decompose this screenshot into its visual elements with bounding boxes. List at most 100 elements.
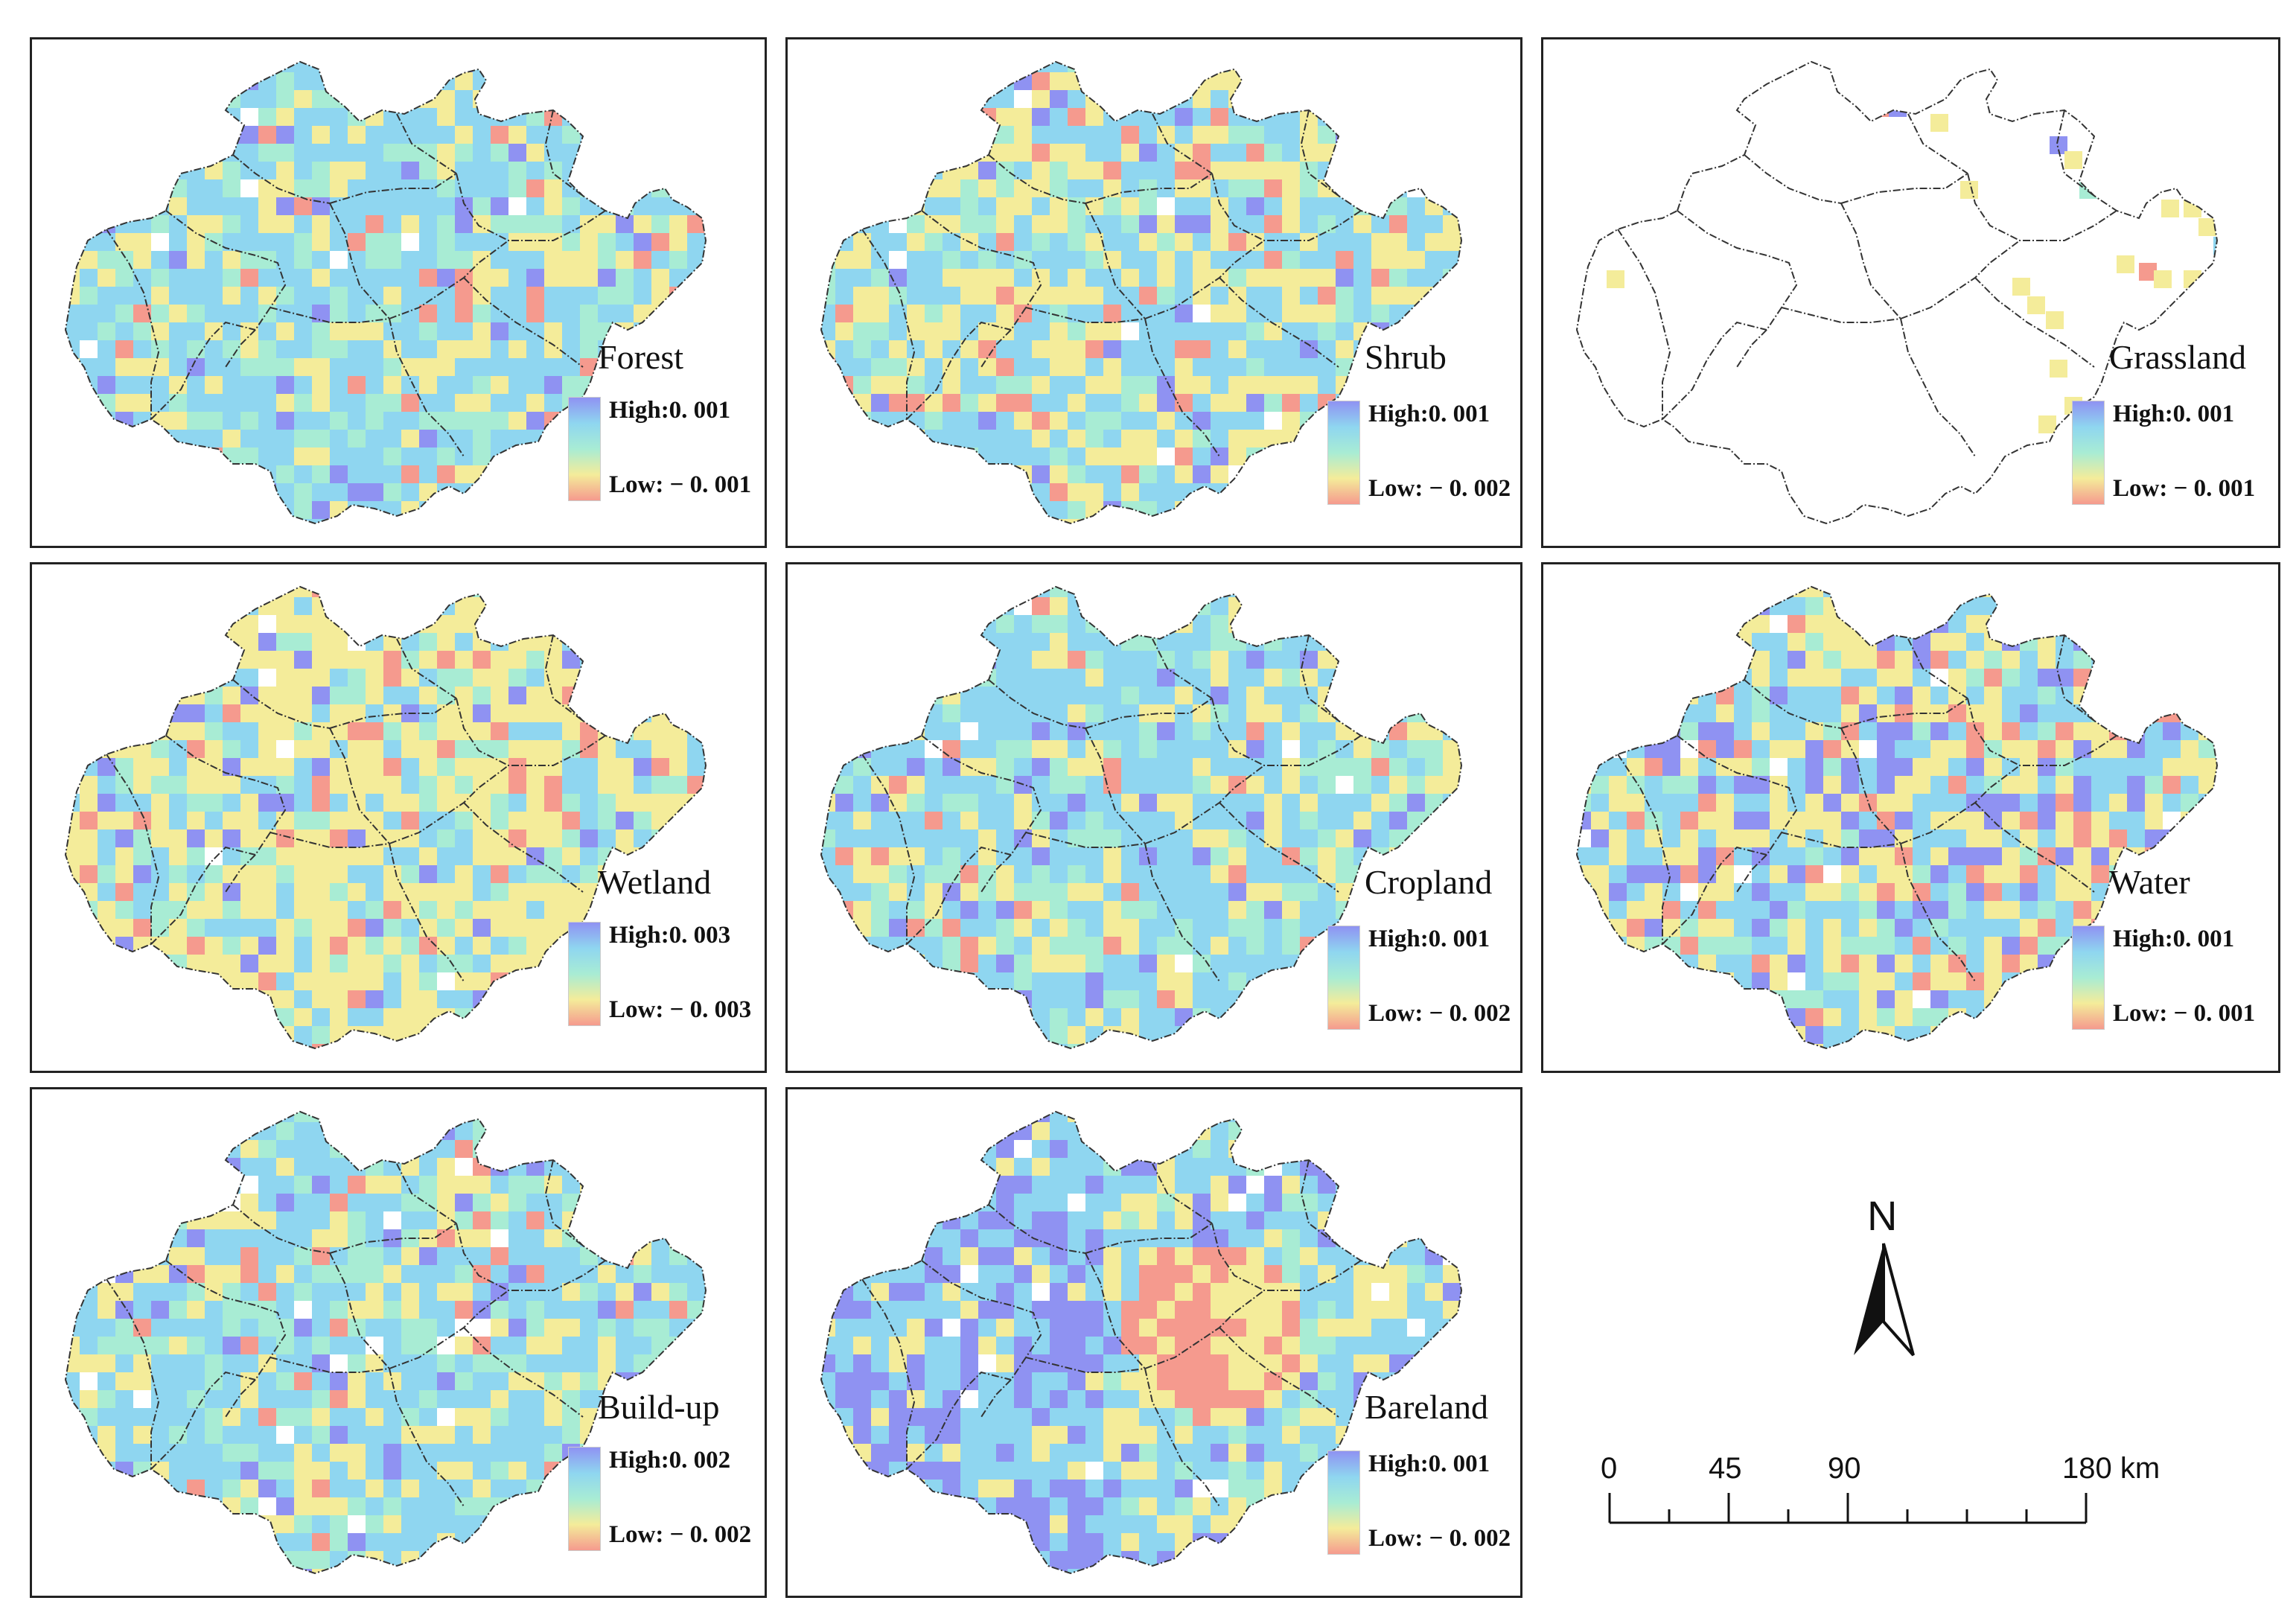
grid-cell (419, 687, 437, 704)
grid-cell (115, 704, 133, 722)
grid-cell (705, 305, 706, 322)
grid-cell (562, 340, 580, 358)
grid-cell (705, 597, 706, 615)
grid-cell (1895, 597, 1913, 615)
grid-cell (960, 108, 978, 126)
grid-cell (1859, 687, 1877, 704)
grid-cell (169, 651, 187, 669)
grid-cell (821, 90, 835, 108)
grid-cell (1264, 144, 1282, 162)
grid-cell (1193, 215, 1211, 233)
grid-cell (562, 587, 580, 597)
grid-cell (889, 972, 907, 990)
grid-cell (401, 108, 419, 126)
grid-cell (821, 126, 835, 144)
grid-cell (2109, 669, 2127, 687)
grid-cell (491, 587, 508, 597)
grid-cell (1085, 633, 1103, 651)
grid-cell (1752, 847, 1770, 865)
grid-cell (651, 269, 669, 287)
grid-cell (1246, 865, 1264, 883)
grid-cell (1085, 537, 1103, 550)
grid-cell (616, 197, 634, 215)
grid-cell (871, 597, 889, 615)
grid-cell (2091, 587, 2109, 597)
grid-cell (508, 179, 526, 197)
grid-cell (1389, 776, 1407, 794)
grid-cell (1805, 704, 1823, 722)
district-boundary (225, 307, 271, 368)
grid-cell (1085, 865, 1103, 883)
grid-cell (223, 197, 240, 215)
grid-cell (853, 865, 871, 883)
grid-cell (1211, 108, 1228, 126)
grid-cell (1228, 1008, 1246, 1026)
grid-cell (835, 483, 853, 501)
grid-cell (1085, 62, 1103, 72)
grid-cell (1264, 669, 1282, 687)
grid-cell (348, 376, 366, 394)
grid-cell (491, 144, 508, 162)
grid-cell (871, 448, 889, 465)
grid-cell (705, 776, 706, 794)
grid-cell (205, 865, 223, 883)
grid-cell (1103, 1044, 1121, 1048)
grid-cell (925, 162, 943, 179)
grid-cell (1121, 615, 1139, 633)
grid-cell (2091, 812, 2109, 829)
grid-cell (1085, 651, 1103, 669)
grid-cell (821, 144, 835, 162)
grid-cell (312, 847, 330, 865)
grid-cell (80, 597, 98, 615)
grid-cell (223, 937, 240, 955)
grid-cell (705, 587, 706, 597)
grid-cell (1139, 90, 1157, 108)
grid-cell (821, 269, 835, 287)
grid-cell (960, 704, 978, 722)
grid-cell (169, 144, 187, 162)
grid-cell (1085, 108, 1103, 126)
grid-cell (925, 412, 943, 430)
grid-cell (2002, 794, 2020, 812)
grid-cell (1966, 758, 1984, 776)
grid-cell (835, 883, 853, 901)
grid-cell (1193, 669, 1211, 687)
grid-cell (669, 448, 687, 465)
grid-cell (669, 537, 687, 550)
grid-cell (151, 340, 169, 358)
grid-cell (634, 72, 651, 90)
grid-cell (312, 829, 330, 847)
grid-cell (1788, 812, 1805, 829)
grid-cell (1264, 740, 1282, 758)
grid-cell (943, 394, 960, 412)
grid-cell (115, 955, 133, 972)
grid-cell (1211, 633, 1228, 651)
grid-cell (223, 358, 240, 376)
grid-cell (1353, 615, 1371, 633)
grid-cell (1085, 687, 1103, 704)
grid-cell (1841, 722, 1859, 740)
grid-cell (383, 901, 401, 919)
grid-cell (1282, 937, 1300, 955)
grid-cell (1734, 919, 1752, 937)
grid-cell (705, 1062, 723, 1075)
grid-cell (1103, 501, 1121, 519)
grid-cell (526, 758, 544, 776)
grid-cell (821, 1026, 835, 1044)
grid-cell (544, 1008, 562, 1026)
grid-cell (1645, 776, 1662, 794)
grid-cell (705, 812, 706, 829)
grid-cell (1032, 162, 1050, 179)
grid-cell (348, 794, 366, 812)
grid-cell (2145, 794, 2163, 812)
grid-cell (1157, 519, 1175, 523)
grid-cell (1228, 1044, 1246, 1048)
grid-cell (366, 179, 383, 197)
grid-cell (2073, 865, 2091, 883)
grid-cell (1407, 108, 1425, 126)
grid-cell (544, 448, 562, 465)
grid-cell (526, 358, 544, 376)
district-boundary (1840, 173, 1968, 204)
grid-cell (1353, 776, 1371, 794)
grid-cell (258, 901, 276, 919)
